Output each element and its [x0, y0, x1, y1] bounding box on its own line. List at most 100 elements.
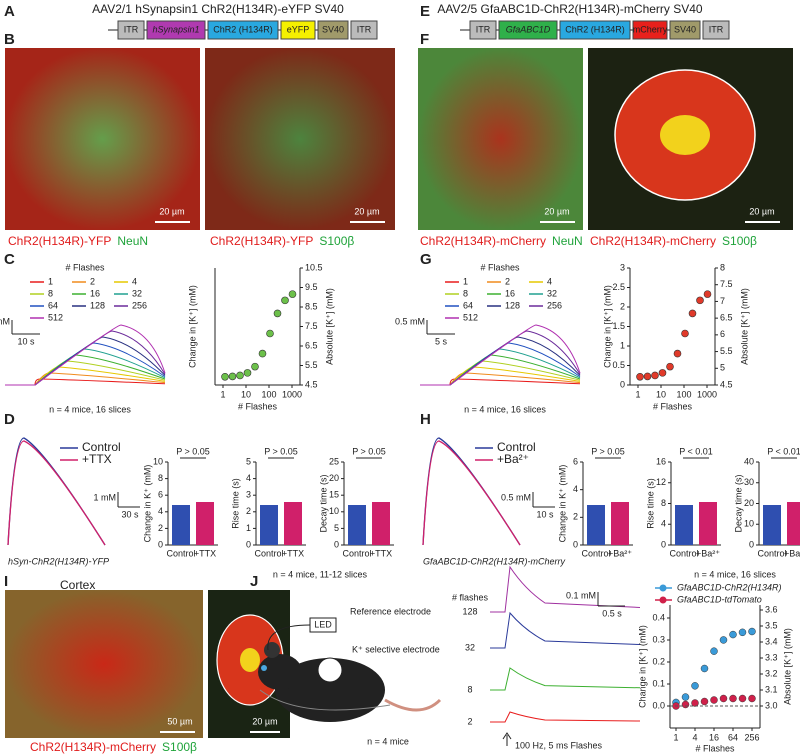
construct-element [207, 20, 279, 40]
bar [172, 505, 190, 545]
panel-label: C [4, 251, 15, 268]
y2-axis-label: Absolute [K⁺] (mM) [782, 628, 792, 705]
dose-point [666, 362, 674, 371]
legend-label: 32 [547, 288, 557, 298]
astrocyte-soma [240, 648, 260, 672]
image-f1-overlay [418, 48, 583, 230]
dose-point [266, 329, 274, 338]
construct-element [559, 20, 631, 40]
point [729, 630, 737, 639]
scale-bar-label: 20 µm [159, 206, 184, 216]
note: n = 4 mice, 11-12 slices [273, 569, 368, 579]
y2-axis-label: Absolute [K⁺] (mM) [324, 288, 334, 365]
y-tick-label: 0 [661, 539, 666, 549]
y-tick-label: 12 [656, 477, 666, 487]
trace [7, 440, 106, 546]
x-tick-label: +TTX [282, 548, 304, 558]
construct-element [669, 20, 701, 40]
micrographs [5, 48, 793, 738]
stat-label: P > 0.05 [591, 446, 625, 456]
point [710, 647, 718, 655]
y2-tick-label: 8 [720, 262, 725, 272]
y-axis-label: Change in [K⁺] (mM) [602, 285, 612, 368]
dose-point [228, 372, 237, 381]
y-tick-label: 1.5 [612, 321, 625, 331]
legend-label: +TTX [82, 452, 112, 466]
legend-marker [659, 596, 667, 604]
legend-label: 16 [90, 288, 100, 298]
y-tick-label: 0 [749, 539, 754, 549]
stimulus-label: 100 Hz, 5 ms Flashes [515, 740, 603, 750]
y-tick-label: 0.3 [652, 634, 665, 644]
y-tick-label: 0.0 [652, 700, 665, 710]
scale-bars [155, 221, 780, 733]
bar [675, 505, 693, 545]
y-tick-label: 0 [620, 379, 625, 389]
scale-bar-label: 20 µm [252, 716, 277, 726]
y-tick-label: 40 [744, 456, 754, 466]
y2-tick-label: 3.1 [765, 684, 778, 694]
stat-label: P > 0.05 [352, 446, 386, 456]
point [729, 694, 737, 703]
x-tick-label: 100 [261, 389, 276, 399]
y-tick-label: 1 [246, 523, 251, 533]
x-tick-label: Control [581, 548, 610, 558]
image-b1-overlay [5, 48, 200, 230]
stain-label: NeuN [117, 234, 148, 248]
stat-label: P < 0.01 [767, 446, 800, 456]
legend-label: GfaABC1D-tdTomato [677, 594, 762, 604]
y2-tick-label: 3.4 [765, 636, 778, 646]
panel-label: F [420, 31, 429, 48]
x-tick-label: Control [166, 548, 195, 558]
legend-label: 2 [505, 276, 510, 286]
y-tick-label: 4 [158, 506, 163, 516]
bar [284, 502, 302, 545]
legend-label: 2 [90, 276, 95, 286]
x-tick-label: 1 [635, 389, 640, 399]
y-axis-label: Rise time (s) [230, 478, 240, 529]
dose-point [688, 309, 697, 318]
construct-label: ChR2 (H134R) [213, 24, 273, 34]
panel-label: E [420, 3, 430, 20]
scale-label: 0.5 s [602, 608, 622, 618]
bar [787, 502, 800, 545]
scale-label: 0.5 mM [501, 492, 531, 502]
legend-label: +Ba²⁺ [497, 452, 529, 466]
y2-tick-label: 7.5 [305, 321, 318, 331]
note: n = 4 mice, 16 slices [694, 569, 776, 579]
legend-label: 8 [48, 288, 53, 298]
dose-point [681, 329, 689, 338]
x-tick-label: 100 [676, 389, 691, 399]
y-tick-label: 2 [158, 523, 163, 533]
dose-point [288, 290, 297, 298]
panel-label: I [4, 573, 8, 590]
scale-label: 1 mM [94, 492, 117, 502]
y-tick-label: 1 [620, 340, 625, 350]
legend-label: 1 [463, 276, 468, 286]
y-tick-label: 10 [153, 456, 163, 466]
legend-label: 128 [90, 300, 105, 310]
bar [348, 505, 366, 545]
y2-tick-label: 3.2 [765, 668, 778, 678]
dose-point [281, 296, 289, 305]
stain-label: S100β [722, 234, 757, 248]
y-tick-label: 0.4 [652, 612, 665, 622]
y-tick-label: 5 [334, 523, 339, 533]
y-axis-label: Rise time (s) [645, 478, 655, 529]
dose-point [703, 290, 712, 298]
y2-tick-label: 6.5 [720, 313, 733, 323]
stain-label: ChR2(H134R)-mCherry [420, 234, 546, 248]
scale-bar-label: 20 µm [354, 206, 379, 216]
bar [196, 502, 214, 545]
legend-label: 64 [48, 300, 58, 310]
point [681, 700, 690, 709]
stain-label: ChR2(H134R)-mCherry [30, 740, 156, 754]
stat-label: P < 0.01 [679, 446, 713, 456]
dose-point [658, 369, 667, 377]
y-tick-label: 20 [329, 473, 339, 483]
x-tick-label: 256 [744, 732, 759, 742]
y2-tick-label: 5.5 [305, 360, 318, 370]
x-tick-label: 1 [673, 732, 678, 742]
point [719, 694, 728, 703]
